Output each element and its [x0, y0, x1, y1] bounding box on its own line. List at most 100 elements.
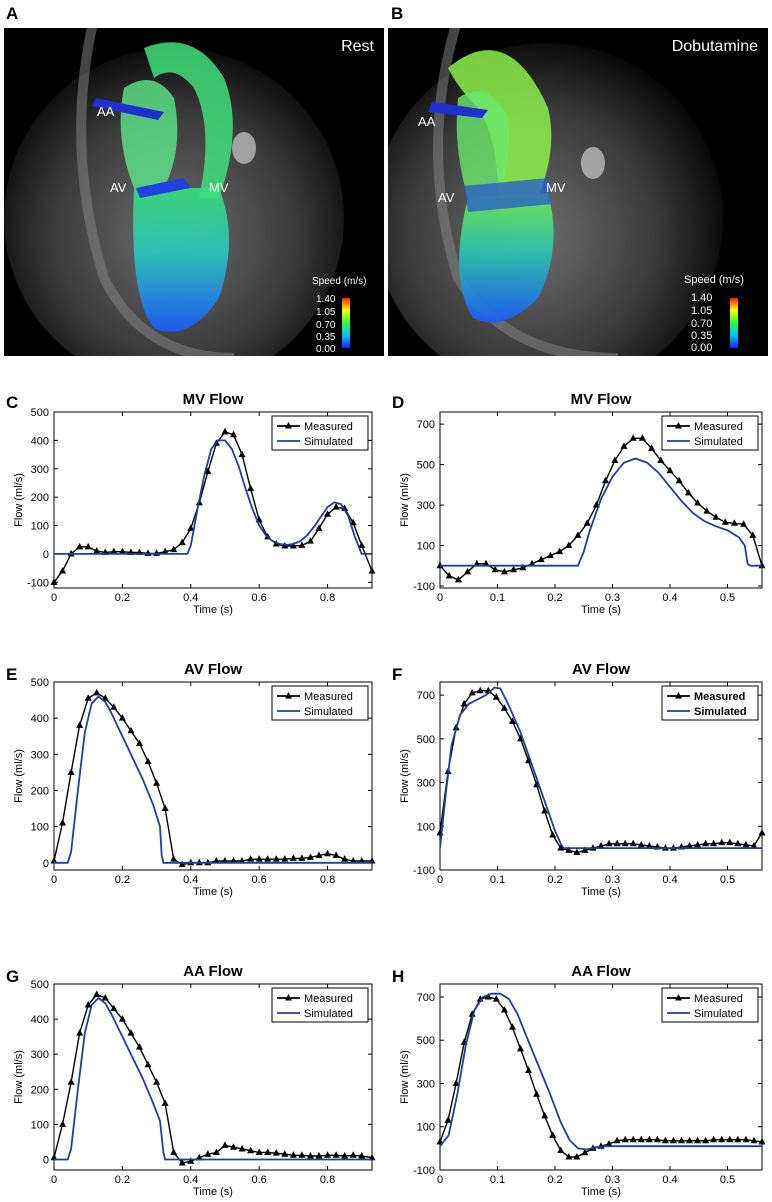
measured-point [221, 856, 229, 864]
measured-point [272, 1149, 280, 1156]
x-tick-label: 0.1 [490, 874, 505, 886]
measured-point [144, 1060, 152, 1068]
measured-point [629, 1135, 637, 1143]
measured-point [549, 1131, 557, 1138]
measured-point [144, 757, 152, 765]
measured-point [573, 1153, 581, 1160]
plot-frame [439, 983, 763, 1171]
measured-point [517, 1044, 524, 1052]
measured-point [281, 1150, 289, 1157]
measured-point [712, 513, 720, 520]
x-axis-label: Time (s) [193, 886, 233, 898]
colorbar-tick: 0.70 [691, 318, 713, 330]
y-tick-label: 700 [417, 992, 435, 1004]
measured-point [153, 1078, 161, 1085]
measured-point [161, 1099, 169, 1106]
measured-point [613, 1136, 621, 1144]
measured-point [637, 1135, 645, 1143]
measured-point [657, 456, 665, 464]
measured-point [178, 860, 186, 868]
x-tick-label: 0 [437, 874, 443, 886]
measured-point [500, 1005, 508, 1013]
x-tick-label: 0.6 [252, 592, 267, 604]
measured-point [749, 531, 757, 538]
measured-point [533, 1090, 541, 1097]
measured-point [574, 531, 582, 538]
chart-svg: E AV Flow 0 0.2 0.4 0.6 0.8 0 100 200 300 400 500 Tim… [6, 661, 376, 898]
mri-title-dobutamine: Dobutamine [671, 38, 758, 55]
chart-title: AV Flow [572, 661, 630, 678]
chart-svg: F AV Flow 0 0.1 0.2 0.3 0.4 0.5 -100 100 300 500 700… [392, 661, 766, 898]
measured-point [247, 1146, 255, 1154]
measured-point [368, 566, 376, 574]
measured-point [740, 520, 748, 527]
measured-point [170, 855, 178, 862]
chart-aa-flow-dobutamine: H AA Flow 0 0.1 0.2 0.3 0.4 0.5 -100 100 300 500 700… [386, 946, 772, 1198]
x-tick-label: 0.3 [605, 1174, 620, 1186]
measured-point [750, 841, 758, 849]
colorbar-tick: 0.35 [691, 330, 713, 342]
chart-title: AA Flow [183, 963, 243, 980]
measured-point [358, 541, 366, 548]
measured-point [508, 717, 516, 724]
colorbar-tick: 1.05 [316, 307, 336, 318]
mri-heart-rendering [4, 28, 350, 356]
measured-point [324, 510, 332, 517]
chart-title: AA Flow [571, 963, 631, 980]
measured-point [230, 1143, 238, 1150]
measured-point [730, 519, 738, 526]
y-tick-label: 500 [31, 979, 49, 991]
measured-point [684, 488, 692, 496]
plot-frame [439, 411, 763, 589]
measured-point [519, 563, 527, 571]
measured-point [476, 686, 484, 694]
measured-point [565, 1153, 573, 1160]
measured-point [537, 555, 545, 563]
measured-point [702, 1136, 710, 1144]
measured-point [272, 855, 280, 862]
y-tick-label: -100 [413, 1165, 435, 1177]
y-tick-label: 300 [417, 778, 435, 790]
measured-point [583, 519, 591, 526]
measured-point [76, 542, 84, 550]
measured-point [557, 844, 565, 851]
measured-point [694, 840, 702, 848]
measured-point [204, 1150, 212, 1157]
legend-label-measured: Measured [304, 993, 353, 1005]
y-axis-label: Flow (ml/s) [399, 749, 411, 803]
measured-point [528, 559, 536, 567]
x-tick-label: 0.2 [547, 874, 562, 886]
chart-mv-flow-rest: C MV Flow 0 0.2 0.4 0.6 0.8 -100 0 100 200 300 400 50… [0, 388, 386, 616]
measured-point [621, 1135, 629, 1143]
y-tick-label: 0 [43, 858, 49, 870]
measured-point [468, 688, 476, 696]
measured-point [110, 1004, 118, 1012]
legend-label-measured: Measured [694, 691, 745, 703]
measured-point [110, 547, 118, 555]
measured-point [648, 444, 656, 451]
y-tick-label: -100 [27, 577, 49, 589]
y-tick-label: 100 [417, 821, 435, 833]
measured-point [500, 704, 508, 711]
measured-point [557, 1146, 565, 1154]
measured-point [358, 1151, 366, 1159]
colorbar-tick: 1.40 [316, 294, 336, 305]
measured-point [289, 541, 297, 549]
measured-point [127, 1029, 135, 1036]
y-tick-label: 500 [31, 407, 49, 419]
measured-point [50, 578, 58, 585]
colorbar-tick: 0.35 [316, 332, 336, 343]
x-tick-label: 0.2 [115, 1174, 130, 1186]
x-axis-label: Time (s) [581, 604, 621, 616]
measured-point [726, 838, 734, 846]
measured-point [238, 1144, 246, 1152]
measured-point [247, 855, 255, 862]
x-tick-label: 0.5 [720, 874, 735, 886]
y-tick-label: 300 [417, 500, 435, 512]
measured-point [341, 855, 349, 862]
measured-point [349, 1151, 357, 1158]
plot-frame [439, 681, 763, 871]
measured-point [758, 1137, 766, 1145]
legend-box [661, 415, 759, 451]
x-tick-label: 0.5 [720, 592, 735, 604]
